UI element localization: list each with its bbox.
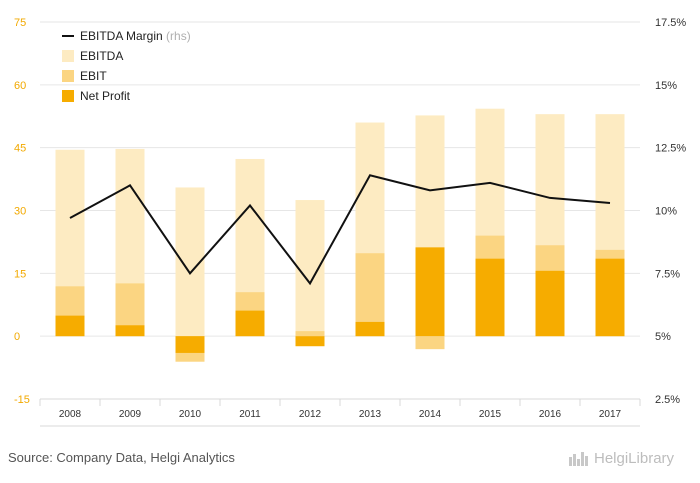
library-icon <box>569 451 588 466</box>
bar-ebitda <box>295 200 325 337</box>
x-tick-label: 2016 <box>539 409 562 420</box>
legend-label: EBITDA <box>80 49 123 63</box>
y-right-tick-label: 17.5% <box>655 17 686 29</box>
legend-label: EBITDA Margin (rhs) <box>80 29 191 43</box>
y-right-tick-label: 15% <box>655 80 677 92</box>
x-tick-label: 2008 <box>59 409 82 420</box>
bar-net-profit <box>355 321 385 337</box>
x-tick-label: 2011 <box>239 409 261 420</box>
bar-net-profit <box>595 258 625 337</box>
ebitda-margin-series-line <box>69 174 611 286</box>
brand-logo: HelgiLibrary <box>568 450 674 467</box>
bar-net-profit <box>535 270 565 337</box>
legend-label: Net Profit <box>80 89 131 103</box>
x-axis: 2008 2009 2010 2011 2012 2013 2014 2015 2016 2017 <box>39 398 641 427</box>
legend-box-swatch <box>62 50 74 62</box>
source-note: Source: Company Data, Helgi Analytics <box>8 450 235 465</box>
x-tick-label: 2013 <box>359 409 382 420</box>
y-left-tick-label: 75 <box>14 17 26 29</box>
y-right-tick-label: 7.5% <box>655 268 680 280</box>
x-tick-label: 2017 <box>599 409 622 420</box>
x-tick-label: 2009 <box>119 409 142 420</box>
x-tick-label: 2012 <box>299 409 322 420</box>
ebitda-margin-line <box>69 174 611 286</box>
y-left-tick-label: 15 <box>14 268 26 280</box>
legend-note: (rhs) <box>163 29 191 43</box>
bars <box>55 108 625 362</box>
bar-net-profit <box>415 247 445 337</box>
bar-net-profit <box>295 336 325 347</box>
brand-name: HelgiLibrary <box>594 450 675 467</box>
y-left-tick-label: 45 <box>14 143 26 155</box>
bar-net-profit <box>55 315 85 337</box>
bar-ebit <box>415 336 445 350</box>
legend-label: EBIT <box>80 69 107 83</box>
legend: EBITDA Margin (rhs) EBITDA EBIT Net Profit <box>62 29 191 103</box>
y-left-tick-label: -15 <box>14 394 30 406</box>
y-right-tick-label: 5% <box>655 331 671 343</box>
bar-net-profit <box>175 336 205 353</box>
x-tick-label: 2014 <box>419 409 442 420</box>
y-left-tick-label: 0 <box>14 331 20 343</box>
y-left-tick-label: 60 <box>14 80 26 92</box>
chart: 2008 2009 2010 2011 2012 2013 2014 2015 2016 2017… <box>14 17 686 427</box>
legend-box-swatch <box>62 70 74 82</box>
bar-net-profit <box>475 258 505 337</box>
y-right-tick-label: 10% <box>655 206 677 218</box>
bar-net-profit <box>235 310 265 337</box>
bar-net-profit <box>115 325 145 337</box>
legend-box-swatch <box>62 90 74 102</box>
x-tick-label: 2015 <box>479 409 502 420</box>
y-axis-left: -15 0 15 30 45 60 75 <box>14 17 30 406</box>
y-right-tick-label: 12.5% <box>655 143 686 155</box>
y-left-tick-label: 30 <box>14 206 26 218</box>
bar-ebit <box>295 331 325 337</box>
x-tick-label: 2010 <box>179 409 202 420</box>
y-axis-right: 2.5% 5% 7.5% 10% 12.5% 15% 17.5% <box>655 17 686 406</box>
y-right-tick-label: 2.5% <box>655 394 680 406</box>
